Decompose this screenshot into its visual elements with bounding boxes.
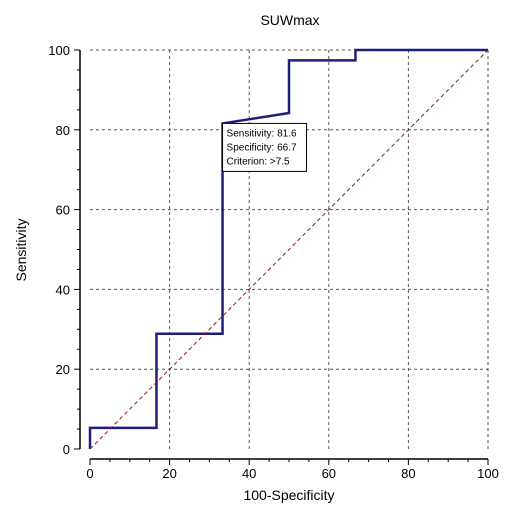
- y-axis-label: Sensitivity: [13, 218, 29, 281]
- x-tick-label-80: 80: [401, 466, 415, 481]
- x-axis-label: 100-Specificity: [243, 487, 334, 503]
- chart-title: SUWmax: [260, 12, 319, 28]
- y-tick-label-40: 40: [56, 282, 70, 297]
- annotation-line-2: Specificity: 66.7: [227, 142, 297, 153]
- x-tick-label-40: 40: [242, 466, 256, 481]
- cutoff-annotation: Sensitivity: 81.6 Specificity: 66.7 Criter…: [222, 122, 308, 172]
- y-tick-label-20: 20: [56, 362, 70, 377]
- y-tick-label-100: 100: [48, 43, 70, 58]
- axis-ticks: 0 20 40 60 80 100 0 20 40 60 80 100: [48, 43, 499, 481]
- x-tick-label-0: 0: [86, 466, 93, 481]
- reference-diagonal-line: [89, 49, 489, 450]
- x-tick-label-100: 100: [477, 466, 499, 481]
- annotation-line-1: Sensitivity: 81.6: [227, 128, 297, 139]
- annotation-box: [222, 122, 308, 172]
- y-tick-label-60: 60: [56, 203, 70, 218]
- annotation-line-3: Criterion: >7.5: [227, 156, 291, 167]
- x-tick-label-60: 60: [322, 466, 336, 481]
- y-tick-label-0: 0: [63, 442, 70, 457]
- x-tick-label-20: 20: [162, 466, 176, 481]
- plot-area: [88, 48, 489, 450]
- y-tick-label-80: 80: [56, 123, 70, 138]
